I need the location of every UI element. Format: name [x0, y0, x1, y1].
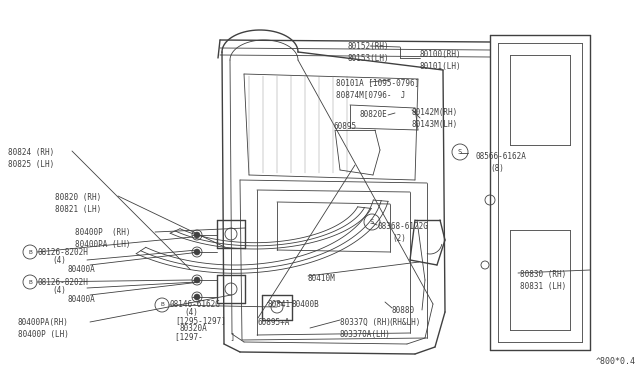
Text: (4): (4) — [184, 308, 198, 317]
Text: 803370A(LH): 803370A(LH) — [340, 330, 391, 339]
Text: 80821 (LH): 80821 (LH) — [55, 205, 101, 214]
Text: 80400P (LH): 80400P (LH) — [18, 330, 69, 339]
Text: 80100(RH): 80100(RH) — [420, 50, 461, 59]
Text: 80101(LH): 80101(LH) — [420, 62, 461, 71]
Text: 80824 (RH): 80824 (RH) — [8, 148, 54, 157]
Text: (4): (4) — [52, 286, 66, 295]
Text: 80142M(RH): 80142M(RH) — [412, 108, 458, 117]
Text: (RH&LH): (RH&LH) — [388, 318, 420, 327]
Text: S: S — [458, 149, 462, 155]
Circle shape — [194, 277, 200, 283]
Text: ^800*0.4: ^800*0.4 — [596, 357, 636, 366]
Text: 80337Q (RH): 80337Q (RH) — [340, 318, 391, 327]
Text: 80143M(LH): 80143M(LH) — [412, 120, 458, 129]
Text: 80400A: 80400A — [68, 295, 96, 304]
Text: (4): (4) — [52, 256, 66, 265]
Text: [1297-      ]: [1297- ] — [175, 332, 235, 341]
Text: 60895: 60895 — [334, 122, 357, 131]
Text: B: B — [28, 250, 32, 254]
Text: (8): (8) — [490, 164, 504, 173]
Text: (2): (2) — [392, 234, 406, 243]
Text: 80320A: 80320A — [180, 324, 208, 333]
Text: 80410M: 80410M — [308, 274, 336, 283]
Text: 80101A [1095-0796]: 80101A [1095-0796] — [336, 78, 419, 87]
Text: 80400P  (RH): 80400P (RH) — [75, 228, 131, 237]
Text: 80820E: 80820E — [360, 110, 388, 119]
Text: 08566-6162A: 08566-6162A — [476, 152, 527, 161]
Text: S: S — [370, 219, 374, 225]
Text: 80400A: 80400A — [68, 265, 96, 274]
Text: 80820 (RH): 80820 (RH) — [55, 193, 101, 202]
Text: 80841: 80841 — [268, 300, 291, 309]
Text: 80400PA(RH): 80400PA(RH) — [18, 318, 69, 327]
Circle shape — [194, 232, 200, 238]
Circle shape — [194, 249, 200, 255]
Text: 80153(LH): 80153(LH) — [348, 54, 390, 63]
Text: 80874M[0796-  J: 80874M[0796- J — [336, 90, 405, 99]
Text: 80400B: 80400B — [292, 300, 320, 309]
Text: 60895+A: 60895+A — [258, 318, 291, 327]
Text: 80825 (LH): 80825 (LH) — [8, 160, 54, 169]
Text: [1295-1297]: [1295-1297] — [175, 316, 226, 325]
Text: 08126-8202H: 08126-8202H — [38, 278, 89, 287]
Text: 80830 (RH): 80830 (RH) — [520, 270, 566, 279]
Text: 80831 (LH): 80831 (LH) — [520, 282, 566, 291]
Circle shape — [194, 294, 200, 300]
Text: 80400PA (LH): 80400PA (LH) — [75, 240, 131, 249]
Text: 08126-8202H: 08126-8202H — [38, 248, 89, 257]
Text: B: B — [160, 302, 164, 308]
Text: 08146-6162G: 08146-6162G — [170, 300, 221, 309]
Text: 80152(RH): 80152(RH) — [348, 42, 390, 51]
Text: B: B — [28, 279, 32, 285]
Text: 80880: 80880 — [392, 306, 415, 315]
Text: 08368-6122G: 08368-6122G — [378, 222, 429, 231]
